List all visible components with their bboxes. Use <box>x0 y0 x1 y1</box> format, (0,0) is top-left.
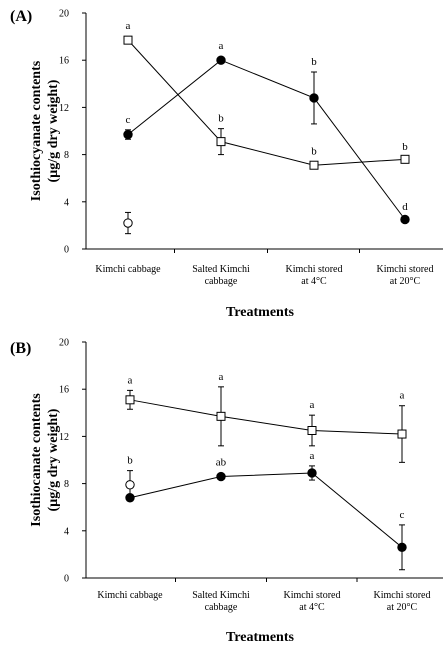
data-point <box>216 137 226 147</box>
y-tick-label: 8 <box>64 479 69 490</box>
data-point <box>397 542 407 553</box>
x-tick-label: Kimchi stored at 4°C <box>286 264 343 287</box>
x-tick-label-line: Kimchi stored <box>286 264 343 275</box>
significance-label: b <box>311 146 317 158</box>
x-tick-label: Kimchi stored at 20°C <box>377 264 434 287</box>
y-axis-title: Isothiocanate contents <box>29 393 44 527</box>
data-point <box>307 426 317 435</box>
y-axis-title: (µg/g dry weight) <box>46 79 61 182</box>
x-tick-label-line: Kimchi stored <box>377 264 434 275</box>
data-point <box>400 154 410 164</box>
data-point <box>216 471 226 482</box>
x-tick-label: Kimchi stored at 20°C <box>374 590 431 613</box>
data-point <box>397 429 407 439</box>
data-point <box>123 129 133 140</box>
data-point <box>125 480 135 490</box>
y-tick-label: 12 <box>59 103 69 114</box>
significance-label: b <box>127 455 133 467</box>
x-tick-label-line: Salted Kimchi <box>192 590 250 601</box>
x-tick-label: Salted Kimchi cabbage <box>192 264 250 287</box>
significance-label: b <box>402 141 408 153</box>
data-point <box>309 93 319 103</box>
significance-label: d <box>402 201 408 213</box>
series-open-circle: b <box>125 455 135 500</box>
data-point <box>309 160 319 170</box>
y-tick-label: 12 <box>59 432 69 443</box>
series-line <box>129 472 403 548</box>
significance-label: a <box>400 390 405 402</box>
x-tick-label: Kimchi stored at 4°C <box>284 590 341 613</box>
significance-label: a <box>219 371 224 383</box>
x-tick-label: Kimchi cabbage <box>95 264 161 275</box>
x-tick-label-line: cabbage <box>205 276 238 287</box>
y-tick-label: 16 <box>59 385 69 396</box>
x-tick-label-line: at 4°C <box>299 602 325 613</box>
significance-label: a <box>310 450 315 462</box>
significance-label: a <box>126 20 131 32</box>
series-line <box>127 59 406 220</box>
series-line <box>127 39 406 166</box>
x-tick-label-line: Kimchi stored <box>284 590 341 601</box>
data-point <box>216 55 226 65</box>
significance-label: a <box>128 374 133 386</box>
y-axis-title: Isothiocyanate contents <box>29 60 44 201</box>
data-point <box>123 218 133 228</box>
y-tick-label: 8 <box>64 150 69 161</box>
significance-label: b <box>311 56 317 68</box>
panel-label: (A) <box>10 8 32 25</box>
x-tick-label-line: Kimchi cabbage <box>97 590 163 601</box>
series-open-circle <box>123 211 133 235</box>
x-tick-label-line: at 4°C <box>301 276 327 287</box>
data-point <box>123 35 133 45</box>
x-tick-label-line: Kimchi stored <box>374 590 431 601</box>
x-tick-label-line: at 20°C <box>387 602 418 613</box>
series-open-square: a b b b <box>123 20 410 170</box>
significance-label: b <box>218 113 224 125</box>
x-axis-title: Treatments <box>226 305 294 320</box>
series-filled-circle: c a b d <box>123 40 410 225</box>
x-tick-label: Kimchi cabbage <box>97 590 163 601</box>
y-tick-label: 0 <box>64 574 69 585</box>
data-point <box>307 468 317 478</box>
y-tick-label: 20 <box>59 338 69 349</box>
significance-label: c <box>400 509 405 521</box>
x-axis-title: Treatments <box>226 630 294 645</box>
data-point <box>400 214 410 225</box>
series-open-square: a a a a <box>125 371 407 463</box>
y-tick-label: 4 <box>64 197 69 208</box>
significance-label: c <box>126 114 131 126</box>
x-tick-label: Salted Kimchi cabbage <box>192 590 250 613</box>
y-tick-label: 16 <box>59 56 69 67</box>
data-point <box>216 411 226 421</box>
series-line <box>129 399 403 435</box>
x-tick-label-line: at 20°C <box>390 276 421 287</box>
y-axis-title: (µg/g dry weight) <box>46 408 61 511</box>
x-tick-label-line: cabbage <box>205 602 238 613</box>
x-tick-label-line: Kimchi cabbage <box>95 264 161 275</box>
significance-label: a <box>219 40 224 52</box>
x-tick-label-line: Salted Kimchi <box>192 264 250 275</box>
significance-label: ab <box>216 457 227 469</box>
y-tick-label: 4 <box>64 526 69 537</box>
panel-label: (B) <box>10 340 31 357</box>
significance-label: a <box>310 399 315 411</box>
y-tick-label: 20 <box>59 9 69 20</box>
series-filled-circle: ab a c <box>125 450 407 571</box>
y-tick-label: 0 <box>64 245 69 256</box>
data-point <box>125 395 135 405</box>
